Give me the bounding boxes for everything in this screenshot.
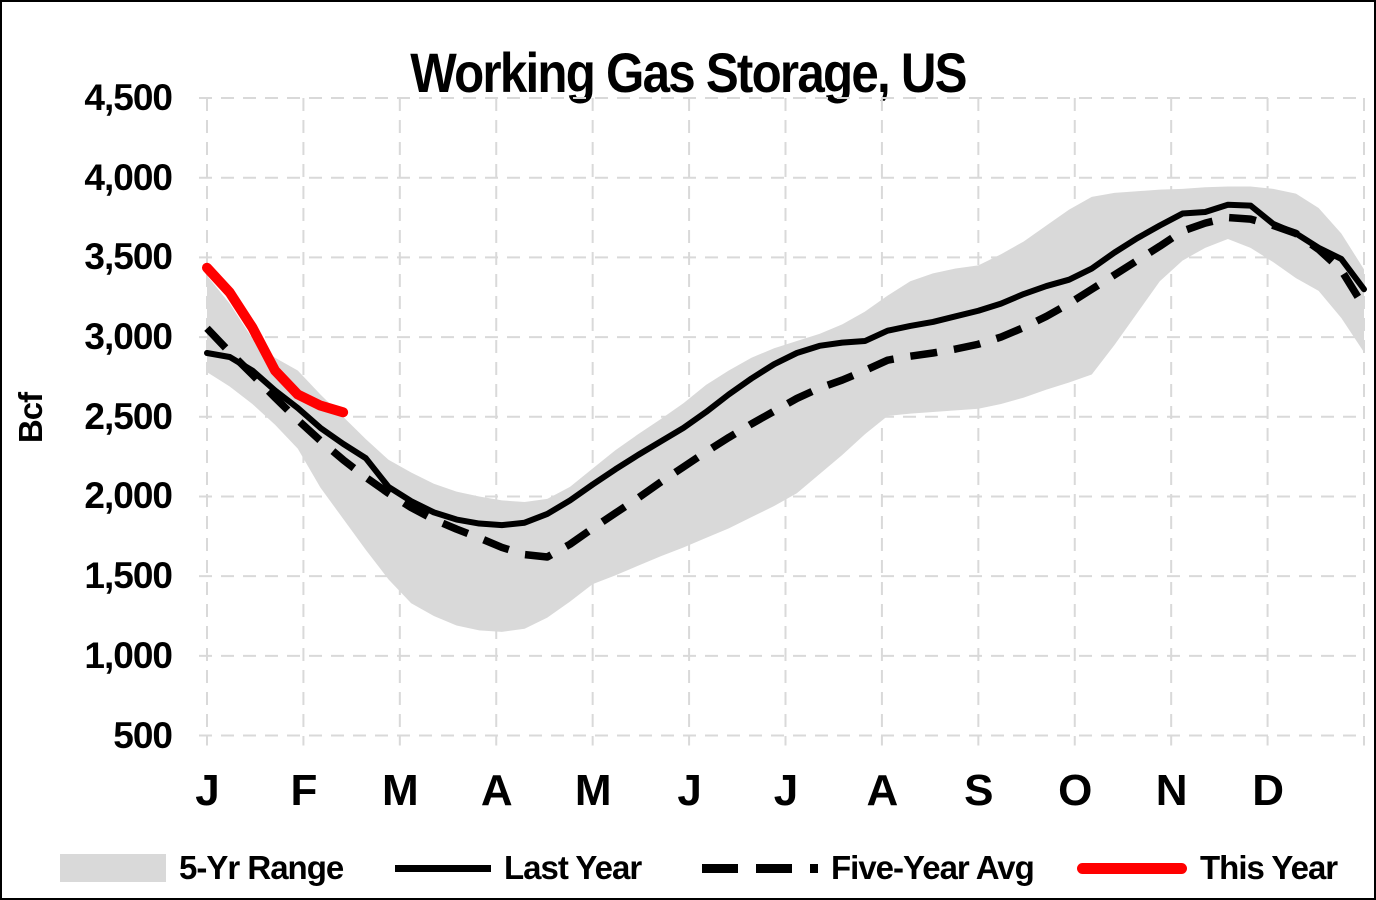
solid-line-swatch (395, 864, 491, 872)
x-tick-month-4-A: A (480, 766, 513, 815)
dashed-line-swatch (702, 863, 818, 873)
x-tick-month-7-J: J (773, 766, 798, 815)
y-tick-4000: 4,000 (84, 156, 173, 198)
legend: 5-Yr Range Last Year Five-Year Avg This … (2, 842, 1374, 894)
legend-item-this-year: This Year (1077, 842, 1338, 894)
y-tick-500: 500 (113, 714, 173, 756)
y-tick-4500: 4,500 (84, 77, 173, 118)
x-tick-month-6-J: J (677, 766, 701, 815)
band-swatch (60, 854, 166, 882)
x-tick-month-12-D: D (1252, 766, 1284, 815)
legend-label-five-year-avg: Five-Year Avg (831, 849, 1035, 886)
y-tick-1500: 1,500 (84, 555, 173, 597)
chart-title: Working Gas Storage, US (410, 41, 967, 104)
x-tick-month-8-A: A (866, 766, 899, 815)
legend-item-last-year: Last Year (395, 842, 642, 894)
x-tick-month-1-J: J (195, 766, 219, 815)
series-last-year-line (204, 201, 1367, 529)
y-tick-2500: 2,500 (84, 395, 173, 437)
legend-item-5yr-range: 5-Yr Range (60, 842, 344, 894)
legend-label-5yr-range: 5-Yr Range (179, 849, 344, 886)
series-this-year-line (202, 262, 349, 418)
y-tick-3500: 3,500 (84, 236, 173, 278)
x-tick-month-2-F: F (290, 766, 317, 815)
x-tick-month-10-O: O (1058, 766, 1092, 815)
legend-item-five-year-avg: Five-Year Avg (702, 842, 1035, 894)
x-tick-month-11-N: N (1155, 766, 1188, 815)
y-tick-1000: 1,000 (84, 634, 173, 676)
y-tick-2000: 2,000 (84, 475, 173, 517)
x-tick-month-9-S: S (964, 766, 993, 815)
y-tick-3000: 3,000 (84, 316, 173, 358)
series-five-year-avg-line (204, 213, 1368, 561)
legend-label-this-year: This Year (1200, 849, 1338, 886)
legend-label-last-year: Last Year (504, 849, 642, 886)
x-tick-month-3-M: M (382, 766, 419, 815)
thick-line-swatch (1077, 862, 1187, 874)
x-tick-month-5-M: M (574, 766, 612, 815)
